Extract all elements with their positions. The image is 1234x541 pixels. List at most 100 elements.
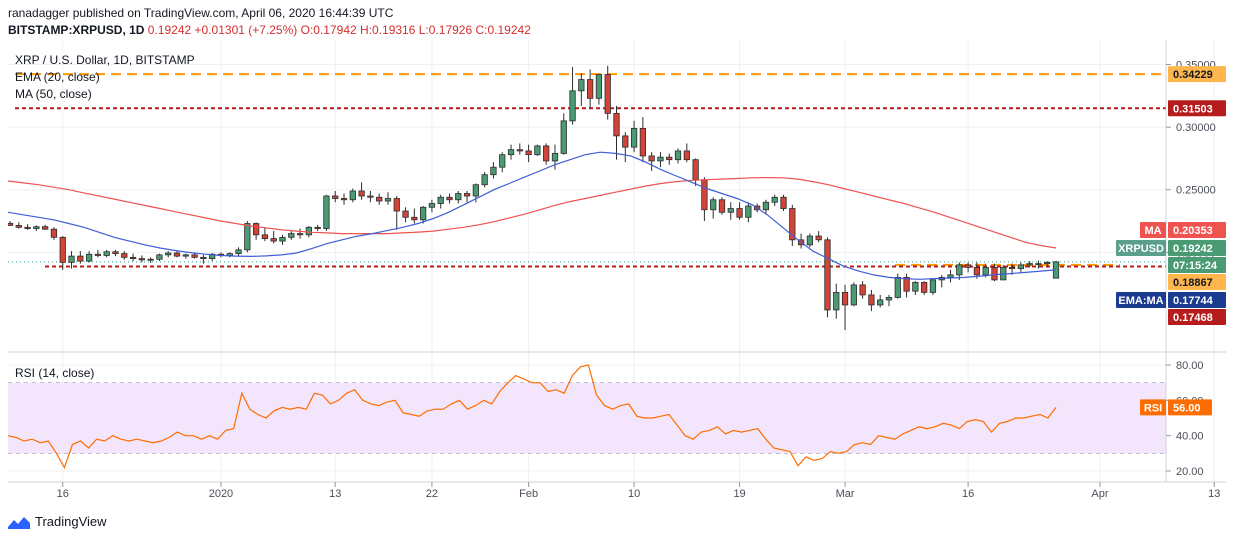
candle <box>1044 261 1051 268</box>
candle <box>50 227 58 240</box>
ema-ma-tag-box <box>1116 292 1166 308</box>
candle-body-down <box>1008 266 1016 270</box>
candle <box>252 222 260 240</box>
candle <box>420 206 427 224</box>
candle <box>481 172 488 188</box>
candle-body-up <box>947 274 954 278</box>
candle <box>235 247 242 257</box>
candle-body-down <box>42 226 49 230</box>
candle-body-up <box>877 299 884 306</box>
candle <box>340 193 348 205</box>
candle-body-up <box>165 252 172 256</box>
symbol-text: BITSTAMP:XRPUSD, 1D <box>8 23 145 37</box>
candle <box>112 249 119 257</box>
candle-body-down <box>622 135 629 148</box>
candle <box>771 194 778 207</box>
time-axis[interactable]: 16 2020 13 22 Feb 10 19 Mar 16 Apr 13 <box>57 482 1221 500</box>
candle <box>323 194 330 232</box>
candle <box>393 196 400 230</box>
candle <box>367 190 374 203</box>
candle <box>560 113 567 155</box>
candle <box>683 143 690 163</box>
rsi-line <box>8 364 1057 469</box>
candle-body-up <box>806 235 814 246</box>
candle <box>674 148 682 164</box>
ma-tag-box <box>1140 222 1166 238</box>
candle <box>657 152 664 168</box>
candle-body-down <box>77 255 84 262</box>
candle-body-up <box>490 166 497 176</box>
candle-body-down <box>402 210 409 218</box>
candle <box>463 190 471 203</box>
candle-body-down <box>358 190 365 197</box>
candle <box>59 236 66 270</box>
candle-body-down <box>296 233 304 236</box>
candle-body-down <box>701 179 708 211</box>
candle-body-up <box>33 226 40 229</box>
candle-body-up <box>534 145 541 156</box>
candle <box>1000 264 1007 281</box>
candle-body-up <box>428 203 436 208</box>
candle-body-up <box>1035 263 1042 266</box>
candle <box>402 207 409 223</box>
candle <box>578 73 585 106</box>
level-031503-label-text: 0.31503 <box>1173 103 1213 115</box>
candle-body-down <box>525 150 532 156</box>
candle <box>349 188 356 203</box>
candle-body-up <box>481 174 488 186</box>
candle-body-down <box>94 253 102 256</box>
candle-body-down <box>367 195 374 198</box>
candle-body-up <box>657 156 664 162</box>
tradingview-logo-icon <box>8 516 30 529</box>
publish-text: ranadagger published on TradingView.com,… <box>8 6 394 20</box>
candle-body-down <box>841 292 849 306</box>
candle <box>33 225 40 232</box>
candle <box>288 231 295 240</box>
candle <box>490 162 497 179</box>
candle <box>921 281 928 295</box>
candle-body-down <box>718 199 726 213</box>
rsi-tag-text: RSI <box>1144 402 1162 414</box>
candle <box>261 227 269 242</box>
candle <box>630 120 638 153</box>
candle-body-down <box>991 266 998 281</box>
candle <box>15 222 22 229</box>
y-tick-label: 0.25000 <box>1176 185 1216 197</box>
candle-body-down <box>516 149 523 152</box>
candle-body-up <box>1026 263 1033 266</box>
candle <box>446 193 453 204</box>
candle-body-up <box>578 79 585 92</box>
candle-body-up <box>595 74 603 99</box>
candle <box>77 251 84 264</box>
last-value-label-text: 0.19242 <box>1173 243 1213 255</box>
candle-body-down <box>815 235 822 241</box>
low-value: L:0.17926 <box>418 23 473 37</box>
candle <box>279 234 286 245</box>
candle <box>885 294 893 307</box>
candle-body-up <box>349 190 356 201</box>
candle-body-down <box>129 256 137 260</box>
x-tick-label: 16 <box>57 488 69 500</box>
candle <box>569 67 576 125</box>
candle-body-down <box>200 256 207 260</box>
candle-body-down <box>973 266 981 276</box>
footer: TradingView <box>8 514 107 529</box>
rsi-tick-label: 20.00 <box>1176 466 1204 478</box>
candle-body-up <box>560 120 567 154</box>
candle-body-down <box>173 252 181 257</box>
candle <box>595 74 603 105</box>
x-tick-label: 16 <box>962 488 974 500</box>
candle-body-up <box>894 276 901 298</box>
ema-ma-tag-text: EMA:MA <box>1118 295 1163 307</box>
candle-body-up <box>1017 264 1024 270</box>
candle-body-down <box>112 251 119 255</box>
ema-value-label-box <box>1168 292 1226 308</box>
candle <box>903 273 910 298</box>
support-level-label-text: 0.17468 <box>1173 312 1213 324</box>
last-value-label-box <box>1168 240 1226 256</box>
candle <box>525 144 532 163</box>
y-tick-label: 0.30000 <box>1176 122 1216 134</box>
candle <box>182 253 189 259</box>
candle <box>156 253 163 262</box>
